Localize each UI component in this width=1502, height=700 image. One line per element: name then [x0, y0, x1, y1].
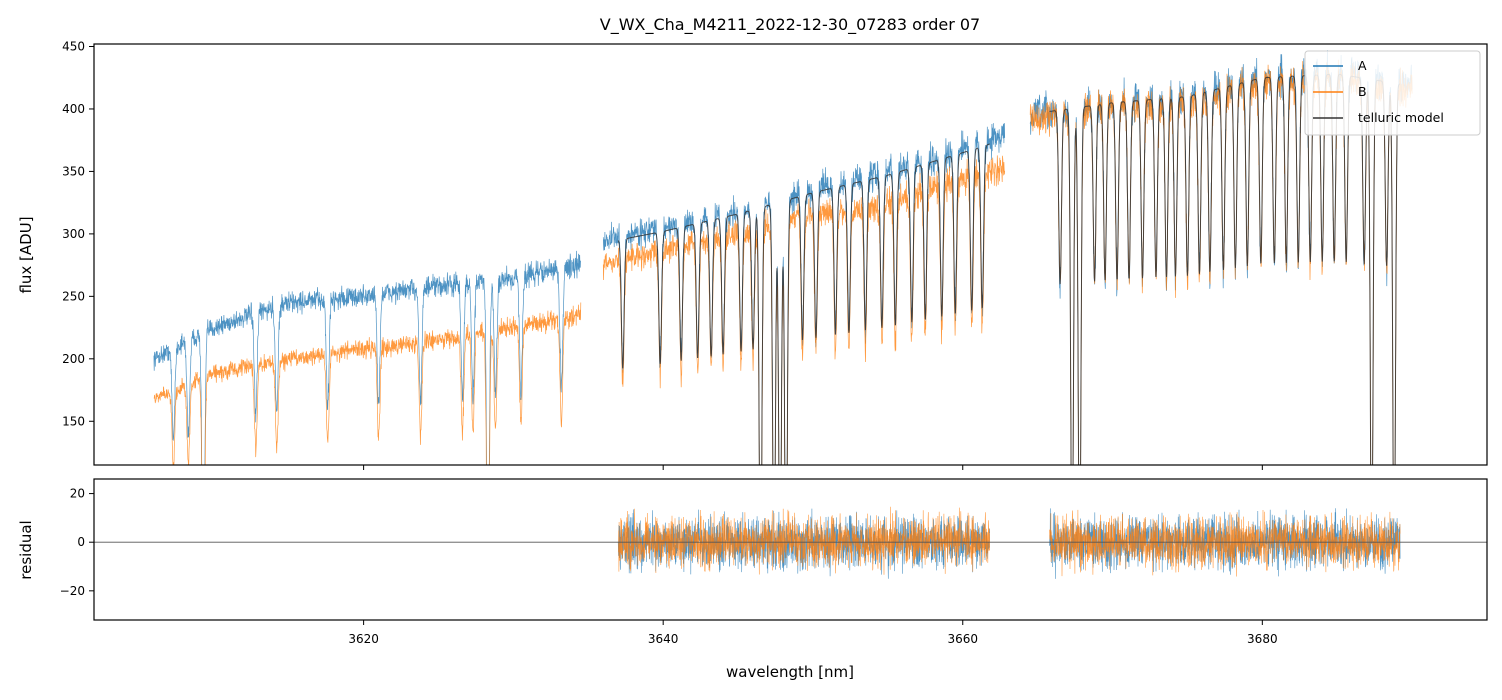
residual-xtick-label: 3660	[947, 632, 978, 646]
flux-ytick-label: 300	[62, 227, 85, 241]
flux-plot-frame	[93, 43, 1488, 466]
flux-y-label: flux [ADU]	[17, 216, 35, 293]
residual-ytick-label: 20	[70, 487, 85, 501]
residual-xtick-label: 3680	[1247, 632, 1278, 646]
legend-box	[1304, 50, 1481, 136]
flux-series-b-segment-0	[153, 302, 582, 465]
flux-ytick-label: 200	[62, 352, 85, 366]
flux-ytick-label: 450	[62, 39, 85, 53]
legend: A B telluric model	[1304, 50, 1481, 136]
residual-plot: −20 0 20 3620 3640 3660 3680 residual wavelen…	[17, 478, 1488, 681]
flux-plot: 150 200 250 300 350 400 450 flux [ADU] A B tel…	[17, 39, 1488, 470]
legend-label-telluric: telluric model	[1358, 110, 1444, 125]
residual-plot-frame	[93, 478, 1488, 621]
flux-ytick-label: 350	[62, 164, 85, 178]
x-axis-label: wavelength [nm]	[726, 663, 854, 681]
legend-label-b: B	[1358, 84, 1367, 99]
residual-xtick-label: 3640	[648, 632, 679, 646]
residual-xtick-label: 3620	[348, 632, 379, 646]
flux-series-telluric-model-segment-0	[617, 143, 990, 465]
residual-y-label: residual	[17, 520, 35, 579]
residual-ytick-label: 0	[77, 535, 85, 549]
flux-ytick-label: 400	[62, 102, 85, 116]
flux-ytick-label: 250	[62, 289, 85, 303]
flux-series-a-segment-0	[153, 250, 582, 465]
flux-ytick-label: 150	[62, 414, 85, 428]
residual-series-b-segment-1	[1049, 509, 1401, 577]
residual-ytick-label: −20	[60, 584, 85, 598]
residual-series-b-segment-0	[617, 506, 990, 575]
flux-series-telluric-model-segment-1	[1049, 73, 1401, 465]
legend-label-a: A	[1358, 58, 1367, 73]
chart-title: V_WX_Cha_M4211_2022-12-30_07283 order 07	[600, 15, 980, 35]
